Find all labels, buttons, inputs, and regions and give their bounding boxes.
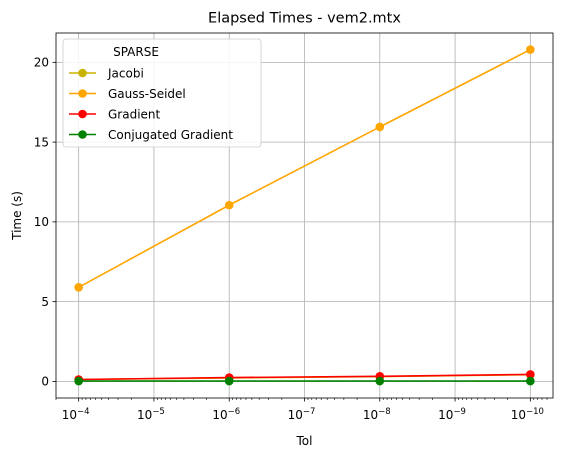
data-point <box>74 376 83 386</box>
y-tick-label: 20 <box>34 56 49 70</box>
legend-items: Jacobi Gauss-Seidel Gradient Conjugated Gra… <box>69 66 233 142</box>
x-tick-mantissa: 10 <box>137 408 152 422</box>
legend-marker <box>78 109 87 119</box>
data-point <box>526 45 535 54</box>
series-line <box>78 48 531 288</box>
legend-marker <box>78 130 87 139</box>
legend-title: SPARSE <box>113 45 159 59</box>
legend-entry: Jacobi <box>69 66 144 80</box>
data-point <box>526 376 535 386</box>
series-layer <box>74 45 535 386</box>
x-tick-exponent: −8 <box>378 407 391 417</box>
y-axis-label: Time (s) <box>10 191 24 241</box>
x-tick-mantissa: 10 <box>438 408 453 422</box>
legend-marker <box>78 68 87 78</box>
data-point <box>224 200 234 210</box>
y-axis-ticks: 0 5 10 15 20 <box>34 56 56 389</box>
x-tick-label: 10−7 <box>288 407 316 422</box>
x-tick-label: 10−9 <box>438 407 466 422</box>
x-axis-label: Tol <box>296 434 313 448</box>
x-tick-exponent: −5 <box>152 407 165 417</box>
legend-marker <box>78 89 87 98</box>
legend-label: Gradient <box>108 107 161 121</box>
legend-label: Conjugated Gradient <box>108 128 233 142</box>
x-tick-exponent: −7 <box>303 407 316 417</box>
data-point <box>224 376 234 386</box>
x-tick-label: 10−10 <box>511 407 544 422</box>
y-tick-label: 5 <box>41 295 49 309</box>
y-tick-label: 15 <box>34 135 49 149</box>
x-tick-exponent: −9 <box>453 407 466 417</box>
legend-box <box>62 38 262 148</box>
legend-entry: Gauss-Seidel <box>69 87 186 101</box>
x-tick-label: 10−6 <box>212 407 240 422</box>
chart-title: Elapsed Times - vem2.mtx <box>208 11 401 27</box>
legend: SPARSE Jacobi Gauss-Seidel Gradient Conjuga… <box>62 38 262 148</box>
series-line <box>78 373 531 381</box>
legend-entry: Gradient <box>69 107 161 121</box>
y-tick-label: 0 <box>41 375 49 389</box>
x-tick-label: 10−8 <box>363 407 391 422</box>
x-tick-mantissa: 10 <box>363 408 378 422</box>
legend-entry: Conjugated Gradient <box>69 128 233 142</box>
series-conjugated-gradient <box>74 376 535 386</box>
x-tick-mantissa: 10 <box>212 408 227 422</box>
x-tick-exponent: −10 <box>526 407 544 417</box>
x-tick-exponent: −6 <box>228 407 241 417</box>
legend-label: Gauss-Seidel <box>108 87 186 101</box>
x-tick-label: 10−5 <box>137 407 165 422</box>
data-point <box>526 370 535 379</box>
data-point <box>74 282 83 292</box>
data-point <box>375 376 385 386</box>
series-gauss-seidel <box>74 45 535 292</box>
x-axis-ticks: 10−4 10−5 10−6 10−7 10−8 10−9 10−10 <box>55 398 548 422</box>
data-point <box>375 122 385 132</box>
x-tick-mantissa: 10 <box>511 408 526 422</box>
x-tick-label: 10−4 <box>62 407 90 422</box>
x-tick-mantissa: 10 <box>62 408 77 422</box>
legend-label: Jacobi <box>107 66 144 80</box>
x-tick-mantissa: 10 <box>288 408 303 422</box>
y-tick-label: 10 <box>34 215 49 229</box>
x-tick-exponent: −4 <box>77 407 90 417</box>
